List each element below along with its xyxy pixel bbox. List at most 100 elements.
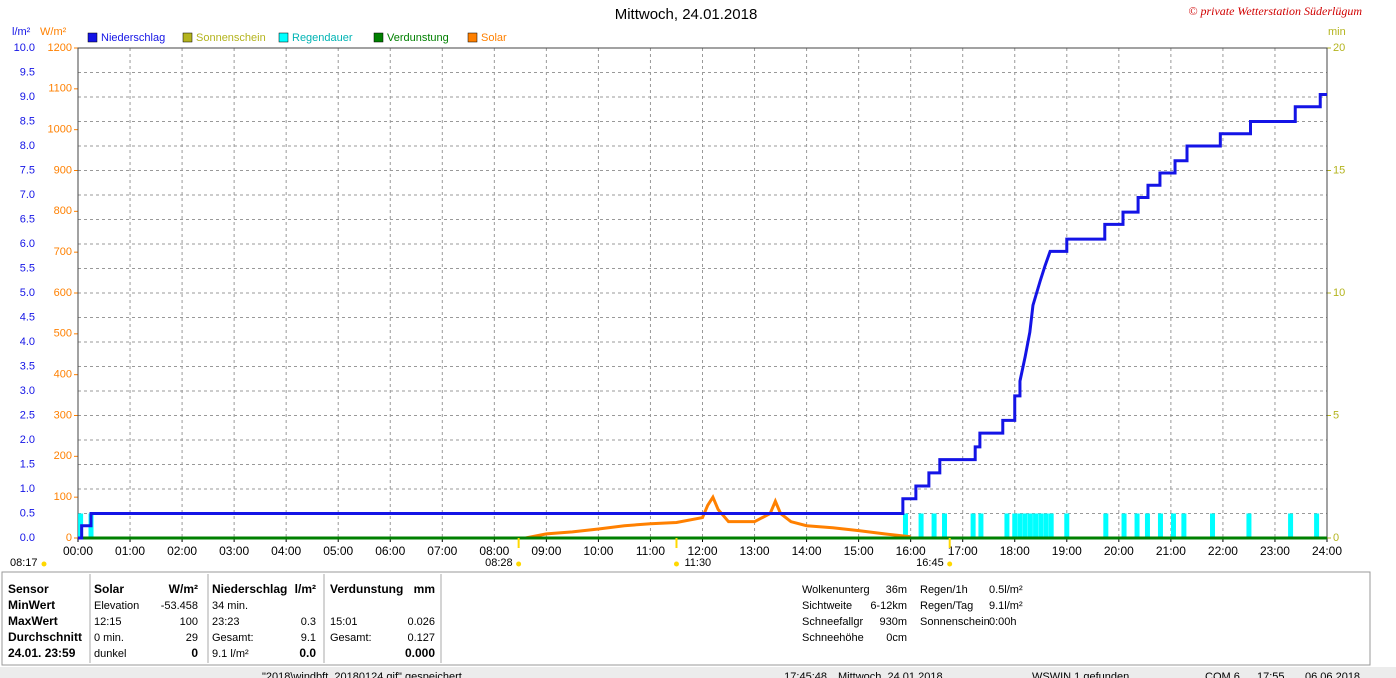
stats-cell: Elevation: [94, 600, 139, 612]
x-tick-label: 15:00: [844, 544, 874, 558]
x-tick-label: 22:00: [1208, 544, 1238, 558]
x-tick-label: 07:00: [427, 544, 457, 558]
bar: [978, 513, 984, 538]
bar: [1017, 513, 1023, 538]
y2-tick-label: 100: [54, 491, 72, 503]
y3-tick-label: 10: [1333, 287, 1345, 299]
y-tick-label: 8.5: [20, 115, 35, 127]
y-tick-label: 9.0: [20, 91, 35, 103]
bar: [1064, 513, 1070, 538]
y-tick-label: 8.0: [20, 140, 35, 152]
legend-swatch: [467, 32, 478, 43]
bar: [1022, 513, 1028, 538]
stats-cell: Gesamt:: [212, 632, 254, 644]
bar: [1170, 513, 1176, 538]
stats-panel: [1, 571, 1371, 666]
status-text: 17:55: [1257, 671, 1285, 678]
y3-tick-label: 0: [1333, 532, 1339, 544]
stats-cell: Durchschnitt: [8, 630, 82, 644]
status-text: WSWIN 1 gefunden: [1032, 671, 1129, 678]
x-tick-label: 14:00: [792, 544, 822, 558]
legend-swatch: [278, 32, 289, 43]
y2-tick-label: 700: [54, 246, 72, 258]
status-text: Mittwoch, 24.01.2018: [838, 671, 943, 678]
info-value: 0:00h: [989, 616, 1017, 628]
x-tick-label: 06:00: [375, 544, 405, 558]
bar: [1038, 513, 1044, 538]
y2-axis-label: W/m²: [40, 26, 67, 38]
status-text: "2018\windbft_20180124.gif" gespeichert: [262, 671, 462, 678]
stats-cell: MaxWert: [8, 614, 58, 628]
stats-cell: Gesamt:: [330, 632, 372, 644]
legend-label: Solar: [481, 32, 507, 44]
legend-swatch: [373, 32, 384, 43]
stats-cell: -53.458: [161, 600, 198, 612]
x-tick-label: 24:00: [1312, 544, 1342, 558]
legend-swatch: [87, 32, 98, 43]
annotation-dot: [673, 561, 679, 567]
y3-tick-label: 15: [1333, 164, 1345, 176]
stats-cell: dunkel: [94, 648, 126, 660]
bar: [902, 513, 908, 538]
status-text: COM 6: [1205, 671, 1240, 678]
info-label: Wolkenunterg: [802, 584, 870, 596]
stats-cell: Verdunstung: [330, 582, 403, 596]
info-label: Sichtweite: [802, 600, 852, 612]
y-tick-label: 6.0: [20, 238, 35, 250]
stats-cell: 0.3: [301, 616, 316, 628]
x-tick-label: 04:00: [271, 544, 301, 558]
y2-tick-label: 900: [54, 164, 72, 176]
legend-label: Regendauer: [292, 32, 353, 44]
stats-cell: Sensor: [8, 582, 49, 596]
y-tick-label: 10.0: [14, 42, 35, 54]
copyright: © private Wetterstation Süderlügum: [1188, 4, 1362, 18]
bar: [1210, 513, 1216, 538]
x-tick-label: 17:00: [948, 544, 978, 558]
y3-tick-label: 5: [1333, 409, 1339, 421]
bar: [970, 513, 976, 538]
bar: [1033, 513, 1039, 538]
info-value: 6-12km: [870, 600, 907, 612]
stats-cell: Solar: [94, 582, 124, 596]
info-label: Schneehöhe: [802, 632, 864, 644]
info-value: 9.1l/m²: [989, 600, 1023, 612]
bar: [1048, 513, 1054, 538]
stats-cell: 34 min.: [212, 600, 248, 612]
legend-swatch: [182, 32, 193, 43]
stats-cell: mm: [414, 582, 435, 596]
bar: [931, 513, 937, 538]
y2-tick-label: 400: [54, 369, 72, 381]
annotation-label: 16:45: [916, 557, 944, 569]
x-tick-label: 21:00: [1156, 544, 1186, 558]
info-label: Schneefallgr: [802, 616, 863, 628]
y-tick-label: 7.5: [20, 164, 35, 176]
x-tick-label: 00:00: [63, 544, 93, 558]
y-tick-label: 3.0: [20, 385, 35, 397]
stats-cell: 0.127: [407, 632, 435, 644]
y-axis-label: l/m²: [12, 26, 31, 38]
series-line: [525, 493, 911, 540]
legend-label: Sonnenschein: [196, 32, 266, 44]
bar: [1144, 513, 1150, 538]
y-tick-label: 6.5: [20, 213, 35, 225]
y2-tick-label: 1000: [48, 124, 72, 136]
annotation-label: 11:30: [684, 557, 711, 569]
bar: [1027, 513, 1033, 538]
status-bar: [0, 667, 1396, 678]
stats-cell: 0 min.: [94, 632, 124, 644]
title: Mittwoch, 24.01.2018: [615, 6, 758, 23]
y3-tick-label: 20: [1333, 42, 1345, 54]
series-line: [78, 93, 1327, 540]
stats-cell: 12:15: [94, 616, 122, 628]
bar: [941, 513, 947, 538]
stats-cell: l/m²: [295, 582, 316, 596]
y-tick-label: 4.5: [20, 311, 35, 323]
x-tick-label: 12:00: [687, 544, 717, 558]
x-tick-label: 09:00: [531, 544, 561, 558]
legend-label: Verdunstung: [387, 32, 449, 44]
bar: [1157, 513, 1163, 538]
sun-dot: [41, 561, 47, 567]
status-text: 06.06.2018: [1305, 671, 1360, 678]
bar: [1246, 513, 1252, 538]
